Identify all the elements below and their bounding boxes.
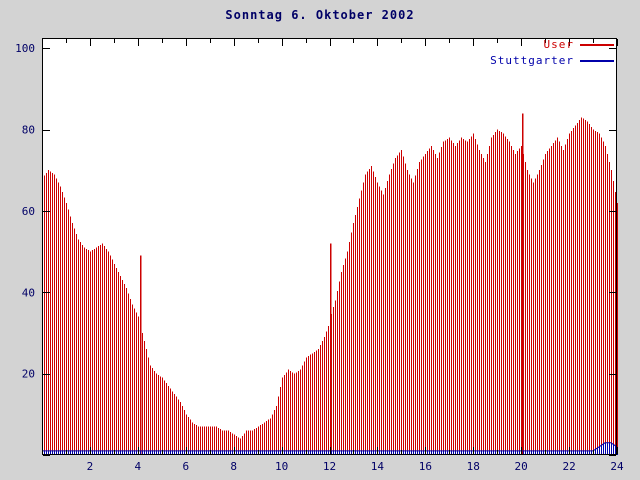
svg-text:16: 16: [419, 460, 432, 473]
svg-text:100: 100: [15, 42, 35, 55]
svg-text:8: 8: [230, 460, 237, 473]
svg-text:20: 20: [22, 368, 35, 381]
chart-title: Sonntag 6. Oktober 2002: [225, 8, 415, 22]
legend-item-stuttgarter: Stuttgarter: [490, 54, 614, 67]
svg-text:14: 14: [371, 460, 385, 473]
svg-text:12: 12: [323, 460, 336, 473]
axis-ticks: [42, 39, 618, 456]
svg-text:22: 22: [562, 460, 575, 473]
legend-item-user: User: [543, 38, 614, 51]
plot-border: [42, 38, 617, 455]
svg-text:10: 10: [275, 460, 288, 473]
svg-text:80: 80: [22, 124, 35, 137]
series-user-bars: [42, 113, 618, 455]
legend-line-sample-user: [580, 43, 614, 46]
svg-text:2: 2: [87, 460, 94, 473]
svg-text:40: 40: [22, 286, 35, 299]
svg-text:6: 6: [182, 460, 189, 473]
svg-text:20: 20: [515, 460, 528, 473]
svg-text:60: 60: [22, 205, 35, 218]
svg-text:4: 4: [135, 460, 142, 473]
legend-label-user: User: [543, 38, 574, 51]
svg-text:18: 18: [467, 460, 480, 473]
legend-label-stuttgarter: Stuttgarter: [490, 54, 574, 67]
svg-text:24: 24: [610, 460, 624, 473]
legend-line-sample-stuttgarter: [580, 59, 614, 62]
legend: User Stuttgarter: [490, 38, 614, 67]
